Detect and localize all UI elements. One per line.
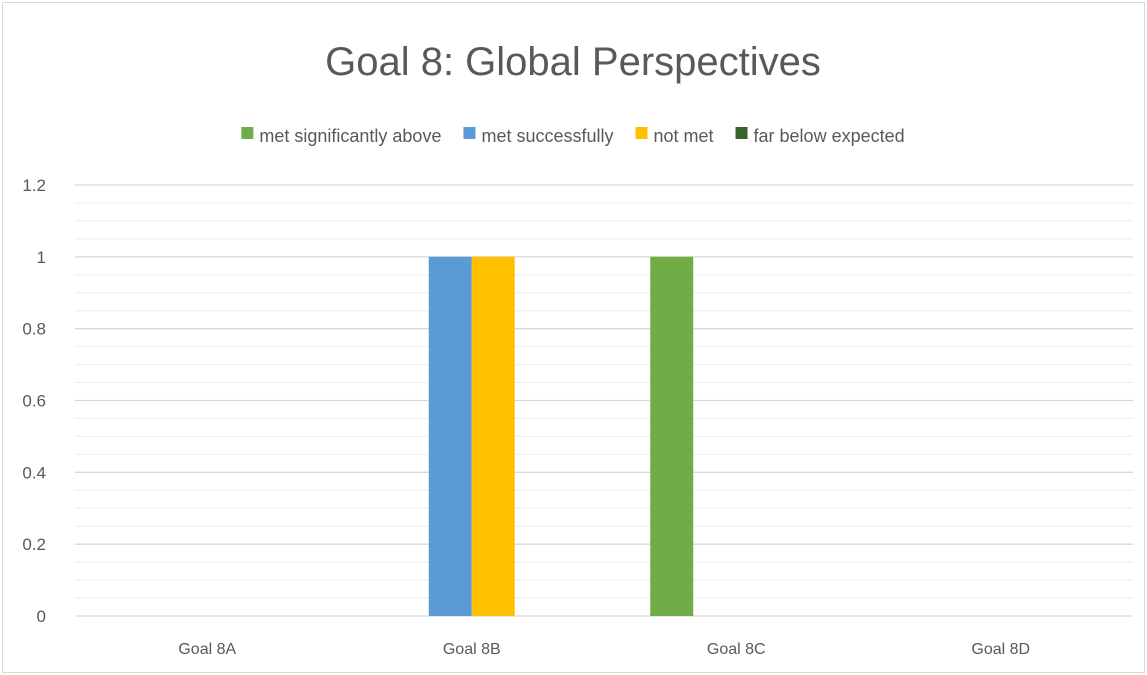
y-tick-label: 0	[37, 607, 46, 626]
legend-label: met successfully	[481, 126, 613, 146]
y-tick-label: 1.2	[22, 176, 46, 195]
y-tick-label: 0.6	[22, 392, 46, 411]
bars	[428, 256, 694, 616]
legend-label: far below expected	[754, 126, 905, 146]
bar	[650, 256, 694, 616]
x-axis-ticks: Goal 8A Goal 8B Goal 8C Goal 8D	[178, 641, 1030, 658]
legend-label: not met	[654, 126, 714, 146]
x-tick-label: Goal 8D	[971, 641, 1030, 658]
y-tick-label: 0.4	[22, 463, 46, 482]
legend: met significantly above met successfully n…	[241, 126, 905, 146]
y-tick-label: 1	[37, 248, 46, 267]
x-tick-label: Goal 8B	[443, 641, 501, 658]
chart-title: Goal 8: Global Perspectives	[325, 40, 821, 84]
bar	[428, 256, 472, 616]
major-gridlines	[75, 184, 1133, 617]
y-tick-label: 0.2	[22, 535, 46, 554]
legend-label: met significantly above	[259, 126, 441, 146]
legend-swatch	[241, 127, 254, 139]
x-tick-label: Goal 8A	[178, 641, 236, 658]
legend-swatch	[463, 127, 476, 139]
minor-gridlines	[75, 202, 1133, 599]
legend-swatch	[735, 127, 748, 139]
x-tick-label: Goal 8C	[707, 641, 766, 658]
y-tick-label: 0.8	[22, 320, 46, 339]
bar	[471, 256, 515, 616]
legend-swatch	[635, 127, 648, 139]
y-axis-ticks: 0 0.2 0.4 0.6 0.8 1 1.2	[22, 176, 46, 626]
